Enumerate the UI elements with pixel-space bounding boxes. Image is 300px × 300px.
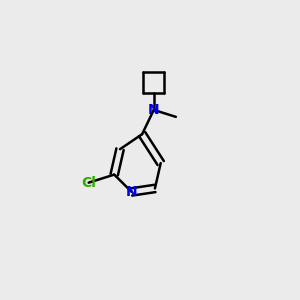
Text: N: N (126, 185, 137, 199)
Text: Cl: Cl (81, 176, 96, 190)
Text: N: N (148, 103, 160, 117)
